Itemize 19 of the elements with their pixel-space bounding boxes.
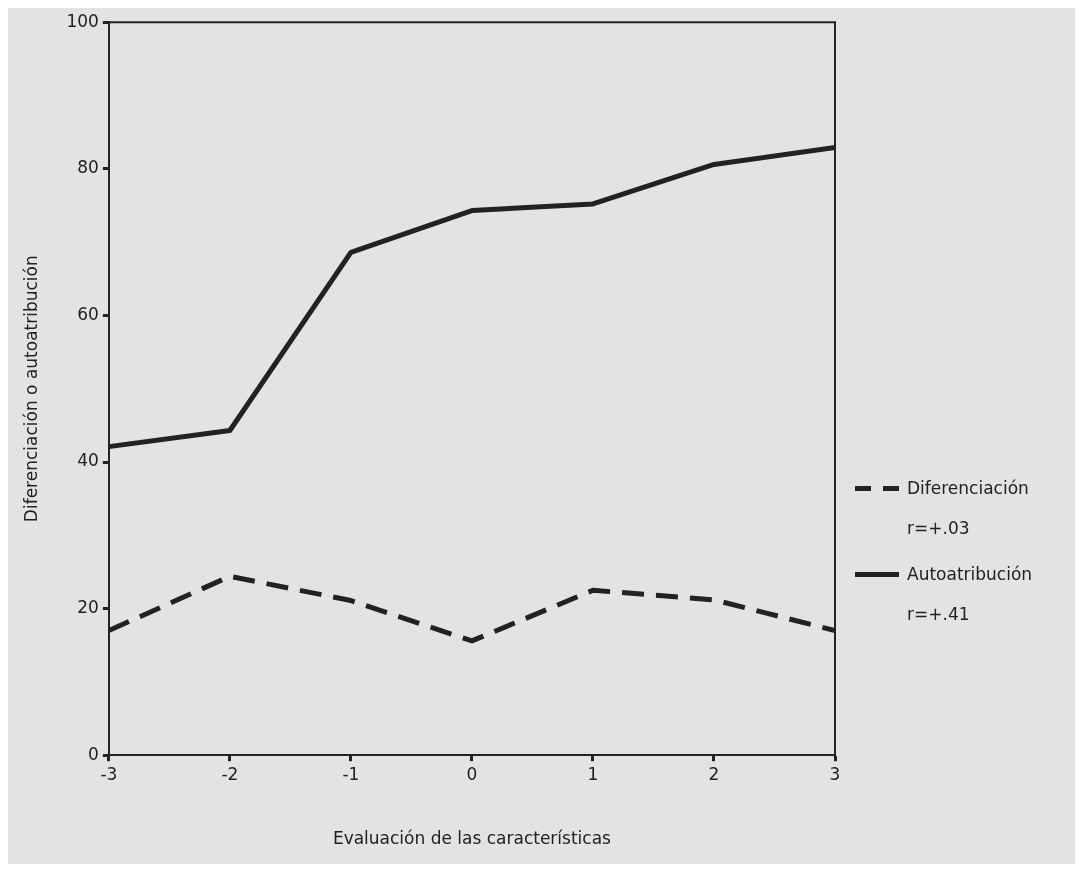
y-tick-label: 80	[77, 157, 99, 178]
x-tick-label: -2	[221, 763, 239, 784]
x-tick-label: -3	[100, 763, 118, 784]
x-tick-label: 3	[829, 763, 841, 784]
y-axis-title: Diferenciación o autoatribución	[20, 255, 41, 523]
y-tick-label: 100	[66, 10, 99, 31]
y-tick-label: 0	[88, 743, 99, 764]
x-tick-label: -1	[342, 763, 360, 784]
x-tick-label: 1	[587, 763, 599, 784]
legend-label: Autoatribución	[907, 564, 1033, 584]
text: r=+.03	[907, 518, 971, 538]
x-tick-label: 2	[708, 763, 720, 784]
x-tick-label: 0	[466, 763, 478, 784]
y-tick-label: 60	[77, 303, 99, 324]
legend-label: Diferenciación	[907, 478, 1029, 498]
y-tick-label: 40	[77, 450, 99, 471]
y-tick-label: 20	[77, 597, 99, 618]
text: r=+.41	[907, 604, 971, 624]
x-axis-title: Evaluación de las características	[332, 828, 612, 849]
